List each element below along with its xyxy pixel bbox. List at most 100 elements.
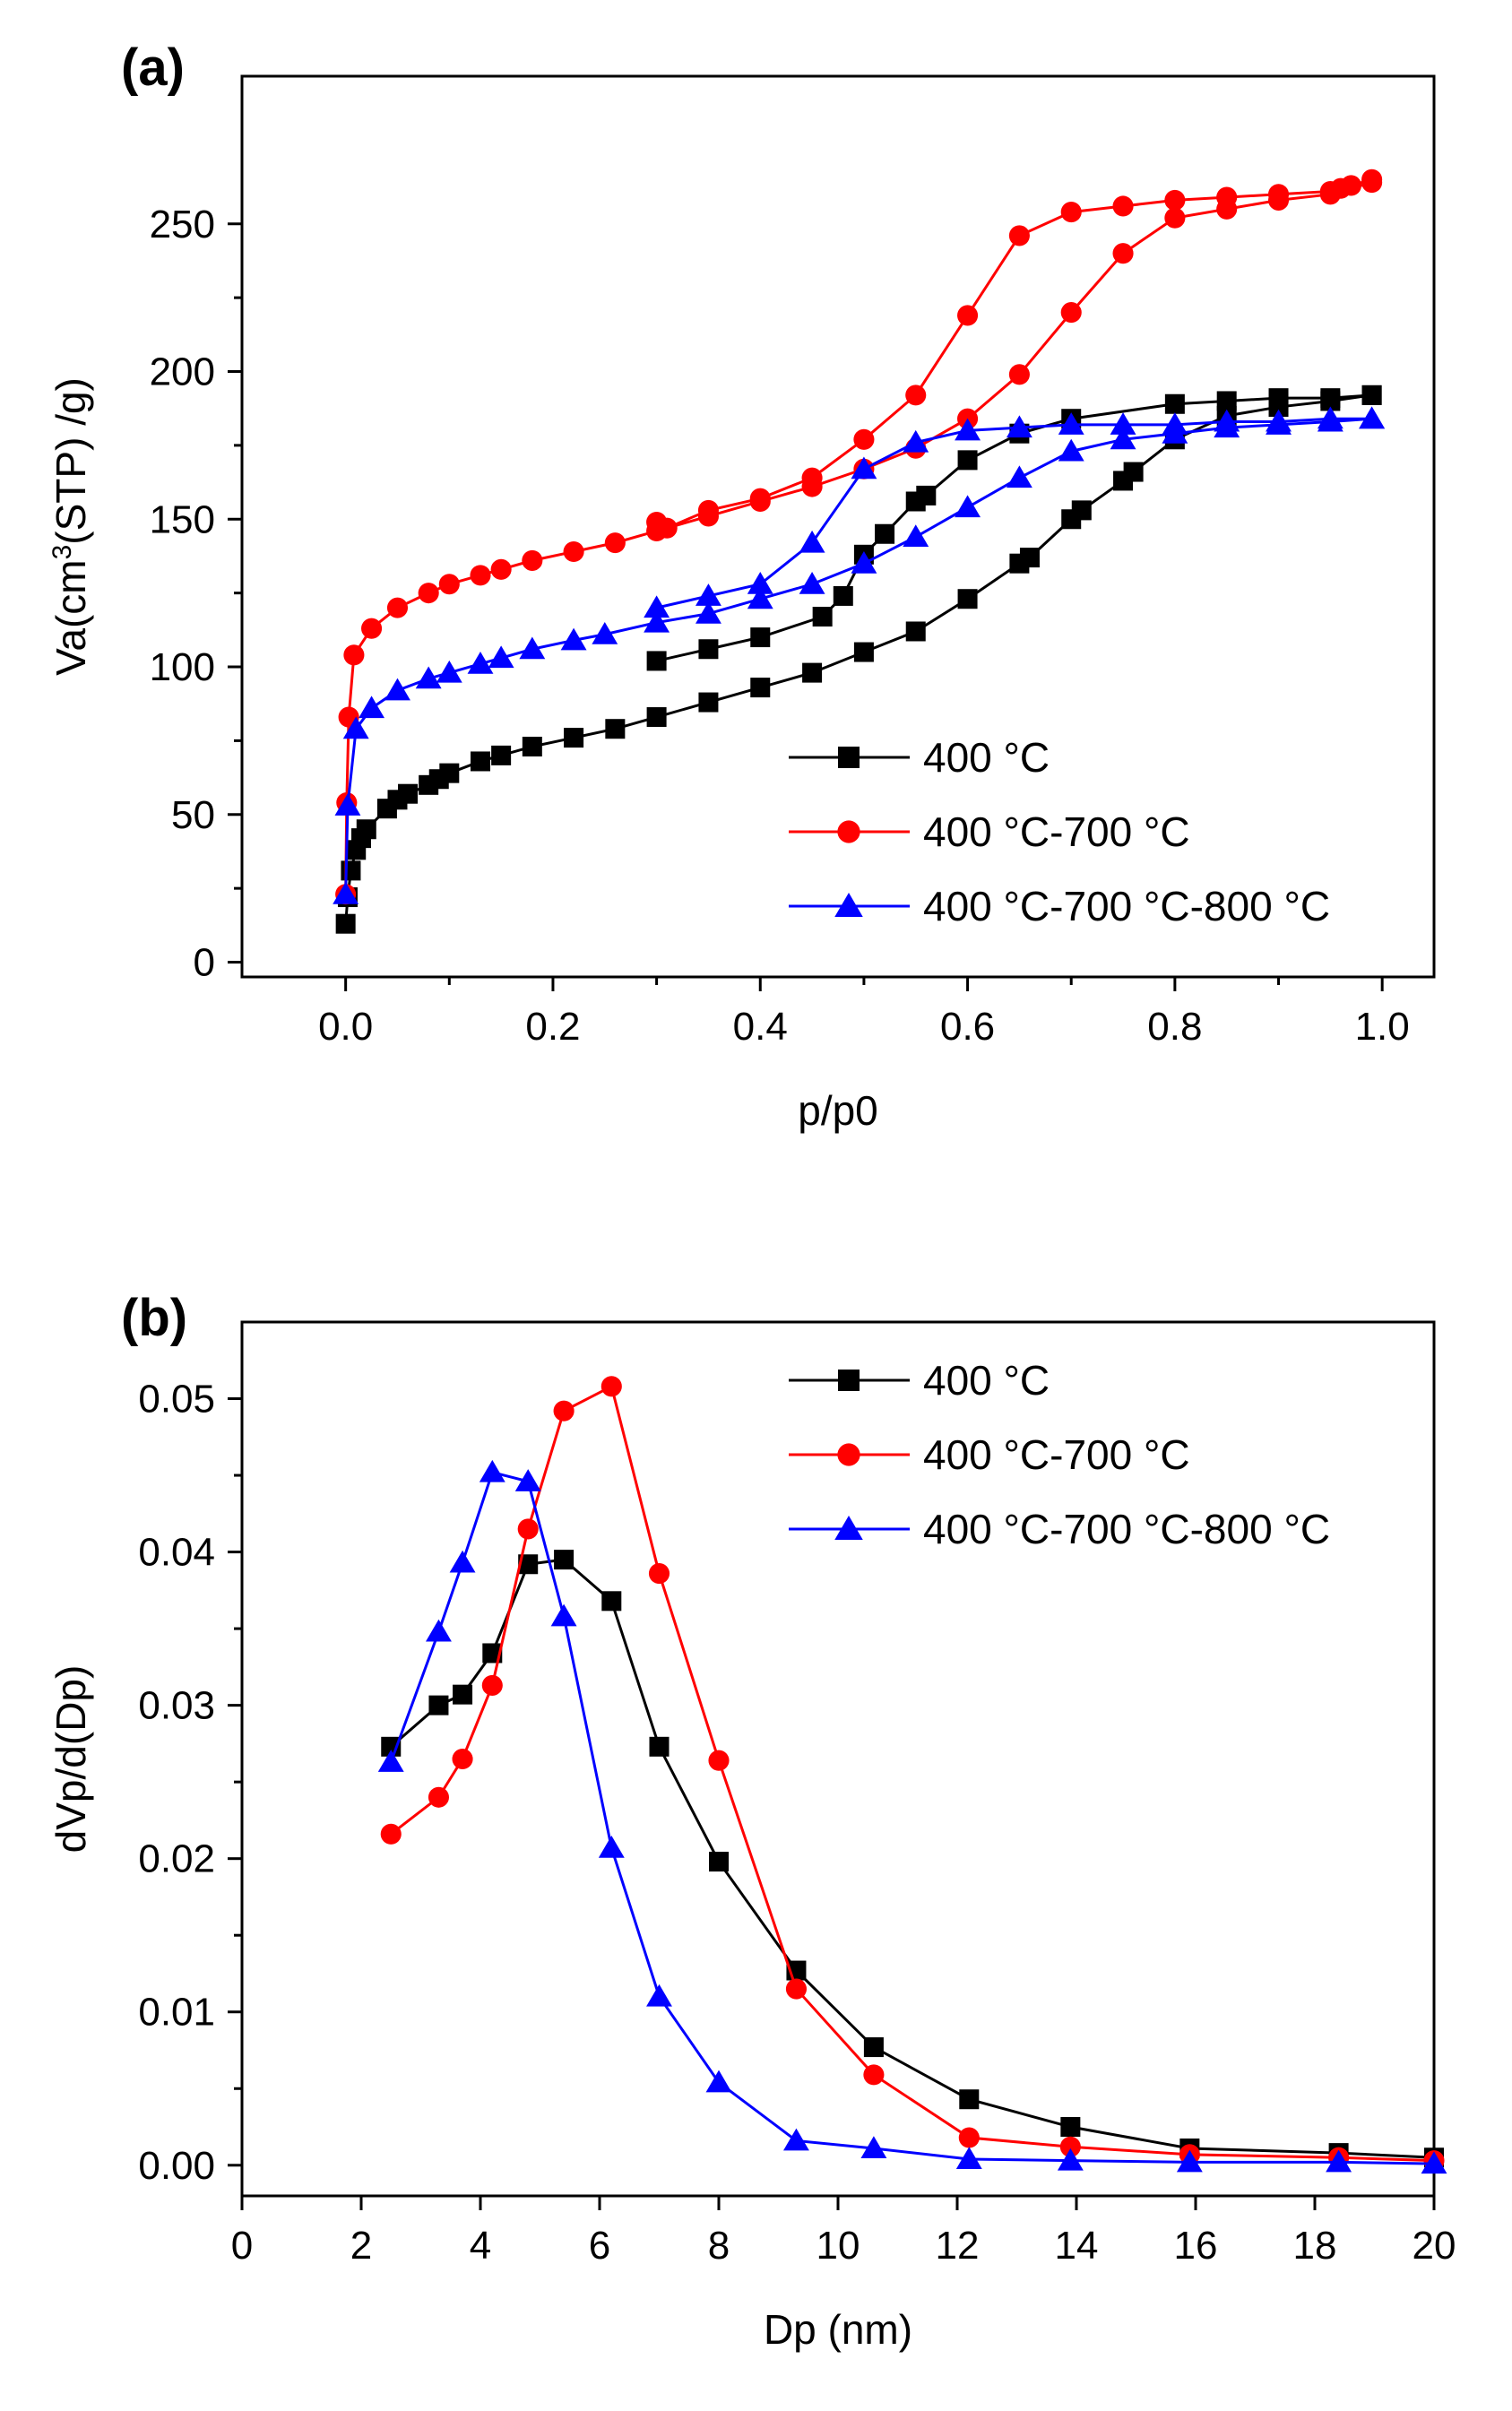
data-point — [955, 2147, 982, 2169]
y-tick-label: 150 — [150, 497, 215, 541]
legend-marker — [838, 747, 860, 768]
y-tick-label: 250 — [150, 203, 215, 246]
legend-marker — [837, 820, 860, 843]
data-point — [863, 2037, 884, 2058]
y-tick-label: 0 — [194, 941, 215, 985]
x-tick-label: 12 — [936, 2224, 980, 2268]
data-point — [481, 1674, 503, 1696]
series-1 — [335, 385, 1382, 934]
data-point — [418, 583, 439, 604]
data-point — [1110, 427, 1136, 450]
data-point — [550, 1603, 577, 1627]
data-point — [750, 678, 771, 698]
data-point — [851, 550, 877, 574]
data-point — [749, 488, 771, 509]
data-point — [646, 512, 668, 533]
data-point — [439, 763, 460, 783]
data-point — [799, 572, 825, 594]
data-point — [384, 678, 410, 701]
y-tick-label: 0.03 — [138, 1684, 215, 1728]
legend-entry: 400 °C-700 °C-800 °C — [923, 1506, 1330, 1552]
x-axis-label: Dp (nm) — [764, 2306, 912, 2353]
data-point — [361, 618, 383, 639]
x-tick-label: 10 — [816, 2224, 860, 2268]
data-point — [646, 707, 667, 728]
y-tick-label: 200 — [150, 350, 215, 394]
series-3 — [377, 1459, 1447, 2174]
data-point — [698, 692, 719, 713]
data-point — [783, 2128, 809, 2151]
data-point — [801, 467, 823, 488]
x-tick-label: 0.8 — [1147, 1005, 1202, 1049]
legend-entry: 400 °C-700 °C — [923, 808, 1190, 855]
data-point — [644, 609, 670, 633]
data-point — [449, 1550, 476, 1573]
data-point — [1267, 184, 1290, 205]
data-point — [554, 1550, 575, 1570]
x-tick-label: 8 — [708, 2224, 730, 2268]
data-point — [359, 696, 385, 719]
data-point — [959, 2089, 980, 2110]
chart-panel-a: (a) 0.0 0.2 0.4 0.6 0.8 1.0 0 50 100 150 200 250 p/p0… — [48, 39, 1436, 1134]
data-point — [1326, 2149, 1352, 2173]
data-point — [1216, 391, 1237, 411]
data-point — [470, 565, 491, 586]
data-point — [955, 418, 981, 441]
data-point — [957, 305, 979, 326]
data-point — [1421, 2151, 1447, 2174]
legend-entry: 400 °C-700 °C — [923, 1431, 1190, 1478]
data-point — [1060, 302, 1082, 324]
data-point — [1123, 462, 1144, 482]
plot-area — [377, 1376, 1447, 2174]
data-point — [1176, 2149, 1203, 2173]
data-point — [1361, 385, 1382, 405]
legend-marker — [837, 1443, 860, 1466]
data-point — [488, 645, 514, 669]
data-point — [1361, 169, 1383, 190]
data-point — [1214, 409, 1240, 432]
data-point — [428, 1695, 449, 1715]
data-point — [1019, 548, 1040, 568]
data-point — [335, 913, 356, 934]
data-point — [356, 819, 376, 840]
data-point — [695, 601, 721, 624]
y-tick-label: 0.00 — [138, 2144, 215, 2188]
y-axis-label: dVp/d(Dp) — [48, 1665, 94, 1854]
data-point — [1359, 406, 1386, 429]
data-point — [646, 651, 667, 671]
data-point — [564, 728, 584, 748]
plot-frame — [240, 74, 1436, 979]
data-point — [697, 499, 719, 521]
data-point — [453, 1684, 473, 1705]
data-point — [471, 751, 490, 772]
legend-entry: 400 °C-700 °C-800 °C — [923, 883, 1330, 929]
data-point — [1060, 2117, 1081, 2138]
data-point — [386, 597, 409, 618]
data-point — [853, 642, 874, 662]
data-point — [644, 595, 670, 618]
data-point — [490, 558, 512, 580]
data-point — [1216, 186, 1238, 208]
data-point — [343, 644, 365, 666]
data-point — [695, 583, 721, 606]
data-point — [905, 621, 926, 642]
data-point — [646, 1983, 672, 2007]
panel-label: (a) — [121, 39, 185, 97]
data-point — [860, 2136, 887, 2158]
y-tick-label: 0.04 — [138, 1531, 215, 1575]
data-point — [1164, 189, 1186, 211]
data-point — [903, 429, 929, 453]
data-point — [747, 586, 773, 609]
data-point — [380, 1823, 402, 1845]
data-point — [600, 1376, 622, 1397]
x-tick-label: 0.2 — [525, 1005, 580, 1049]
data-point — [467, 651, 494, 674]
data-point — [799, 530, 825, 553]
data-point — [491, 745, 512, 765]
data-point — [428, 1786, 450, 1808]
data-point — [905, 491, 926, 512]
data-point — [747, 572, 773, 594]
data-point — [709, 1852, 729, 1872]
x-tick-label: 2 — [350, 2224, 372, 2268]
